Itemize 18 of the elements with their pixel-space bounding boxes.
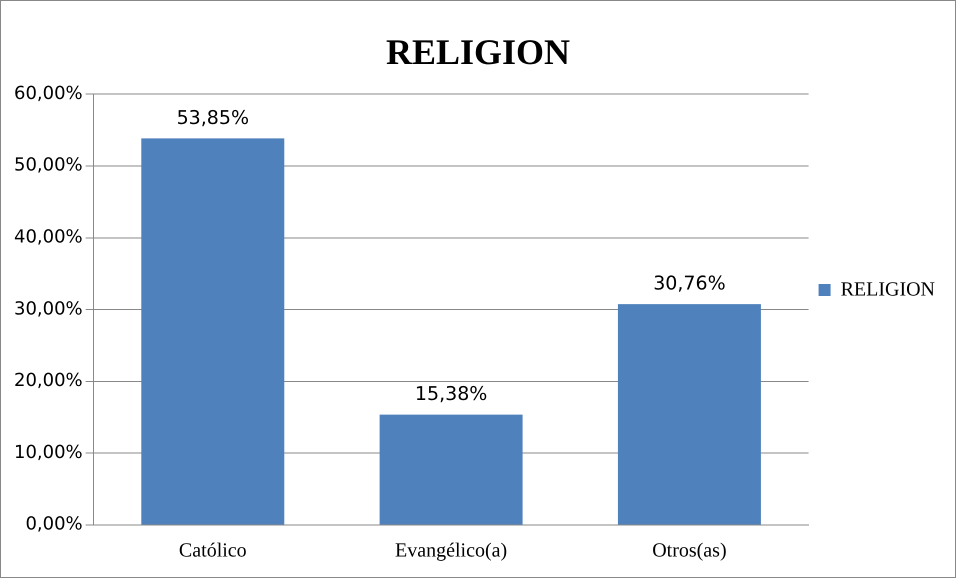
data-label: 30,76% bbox=[653, 272, 726, 295]
data-label: 53,85% bbox=[176, 106, 250, 129]
data-label: 15,38% bbox=[414, 383, 488, 406]
y-tick-label: 0,00% bbox=[25, 514, 83, 535]
y-tick-label: 30,00% bbox=[14, 298, 83, 320]
y-tick-label: 60,00% bbox=[14, 82, 83, 104]
x-tick-label: Evangélico(a) bbox=[395, 539, 508, 562]
x-tick-label: Otros(as) bbox=[652, 539, 727, 562]
legend-label: RELIGION bbox=[840, 278, 936, 300]
bar bbox=[380, 414, 523, 524]
bar bbox=[141, 138, 284, 524]
y-tick-label: 40,00% bbox=[14, 226, 83, 248]
chart-title: RELIGION bbox=[386, 32, 570, 72]
y-tick-label: 10,00% bbox=[14, 442, 83, 463]
y-tick-label: 20,00% bbox=[14, 370, 83, 392]
bar bbox=[618, 304, 761, 524]
y-tick-label: 50,00% bbox=[14, 154, 83, 176]
x-tick-label: Católico bbox=[178, 539, 247, 562]
